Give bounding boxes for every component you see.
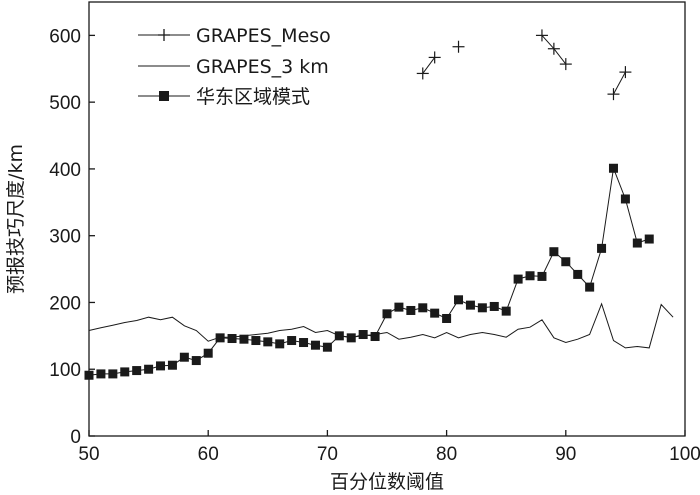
data-point-regional-model <box>465 300 475 310</box>
data-point-regional-model <box>549 247 559 257</box>
data-point-regional-model <box>382 309 392 319</box>
data-point-regional-model <box>239 334 249 344</box>
data-point-regional-model <box>167 360 177 370</box>
legend-label-regional-model: 华东区域模式 <box>196 86 310 108</box>
y-tick-label: 400 <box>49 160 81 181</box>
data-point-regional-model <box>644 234 654 244</box>
data-point-grapes-meso <box>428 51 441 64</box>
data-point-regional-model <box>620 194 630 204</box>
y-tick-label: 200 <box>49 293 81 314</box>
data-point-regional-model <box>573 269 583 279</box>
data-point-grapes-meso <box>547 42 560 55</box>
data-point-grapes-meso <box>416 67 429 80</box>
x-tick-label: 100 <box>669 444 700 465</box>
data-point-regional-model <box>418 303 428 313</box>
data-point-regional-model <box>108 369 118 379</box>
y-tick-label: 100 <box>49 360 81 381</box>
data-point-regional-model <box>370 332 380 342</box>
data-point-regional-model <box>346 333 356 343</box>
data-point-regional-model <box>394 302 404 312</box>
data-point-regional-model <box>215 333 225 343</box>
data-point-regional-model <box>310 340 320 350</box>
data-point-regional-model <box>430 308 440 318</box>
x-tick-label: 50 <box>78 444 99 465</box>
y-tick-label: 300 <box>49 227 81 248</box>
data-point-grapes-meso <box>607 88 620 101</box>
plot-frame <box>88 1 686 437</box>
x-tick-label: 60 <box>198 444 219 465</box>
data-point-regional-model <box>132 366 142 376</box>
y-tick-label: 600 <box>49 26 81 47</box>
data-point-regional-model <box>501 306 511 316</box>
y-axis-title: 预报技巧尺度/km <box>5 144 27 294</box>
data-point-regional-model <box>537 271 547 281</box>
data-point-regional-model <box>179 352 189 362</box>
legend-marker-grapes-meso <box>158 29 170 41</box>
legend-label-grapes-meso: GRAPES_Meso <box>196 25 331 47</box>
data-point-regional-model <box>525 271 535 281</box>
data-point-regional-model <box>334 331 344 341</box>
series-grapes-3km <box>88 302 674 349</box>
data-point-regional-model <box>287 336 297 346</box>
series-layer <box>84 29 674 380</box>
data-point-regional-model <box>299 338 309 348</box>
data-point-regional-model <box>275 339 285 349</box>
data-point-regional-model <box>632 238 642 248</box>
series-line-grapes-meso <box>422 57 436 74</box>
data-point-grapes-meso <box>559 58 572 71</box>
data-point-regional-model <box>442 313 452 323</box>
series-line-regional-model <box>88 166 650 376</box>
data-point-grapes-meso <box>535 29 548 42</box>
x-tick-label: 70 <box>317 444 338 465</box>
x-axis-title: 百分位数阈值 <box>330 471 444 493</box>
x-axis: 50 60 70 80 90 100 <box>78 430 700 465</box>
data-point-regional-model <box>454 295 464 305</box>
data-point-regional-model <box>513 274 523 284</box>
series-regional-model <box>84 163 654 380</box>
data-point-regional-model <box>358 330 368 340</box>
data-point-regional-model <box>608 163 618 173</box>
data-point-regional-model <box>489 301 499 311</box>
data-point-regional-model <box>120 367 130 377</box>
y-tick-label: 500 <box>49 93 81 114</box>
legend: GRAPES_Meso GRAPES_3 km 华东区域模式 <box>138 25 331 108</box>
data-point-regional-model <box>263 337 273 347</box>
x-tick-label: 90 <box>555 444 576 465</box>
data-point-regional-model <box>597 243 607 253</box>
series-line-grapes-3km <box>88 302 674 349</box>
series-line-grapes-meso <box>613 71 626 95</box>
data-point-regional-model <box>156 361 166 371</box>
data-point-regional-model <box>203 348 213 358</box>
data-point-regional-model <box>477 303 487 313</box>
data-point-regional-model <box>144 364 154 374</box>
data-point-grapes-meso <box>452 40 465 53</box>
data-point-regional-model <box>585 282 595 292</box>
data-point-grapes-meso <box>619 66 632 79</box>
data-point-regional-model <box>191 356 201 366</box>
data-point-regional-model <box>84 370 94 380</box>
y-axis: 0 100 200 300 400 500 600 <box>49 26 95 448</box>
data-point-regional-model <box>406 305 416 315</box>
x-tick-label: 80 <box>436 444 457 465</box>
series-grapes-meso <box>416 29 632 101</box>
data-point-regional-model <box>251 336 261 346</box>
data-point-regional-model <box>322 342 332 352</box>
legend-label-grapes-3km: GRAPES_3 km <box>196 56 329 78</box>
data-point-regional-model <box>561 257 571 267</box>
y-tick-label: 0 <box>70 427 81 448</box>
legend-marker-regional-model <box>159 91 169 101</box>
data-point-regional-model <box>227 334 237 344</box>
data-point-regional-model <box>96 369 106 379</box>
